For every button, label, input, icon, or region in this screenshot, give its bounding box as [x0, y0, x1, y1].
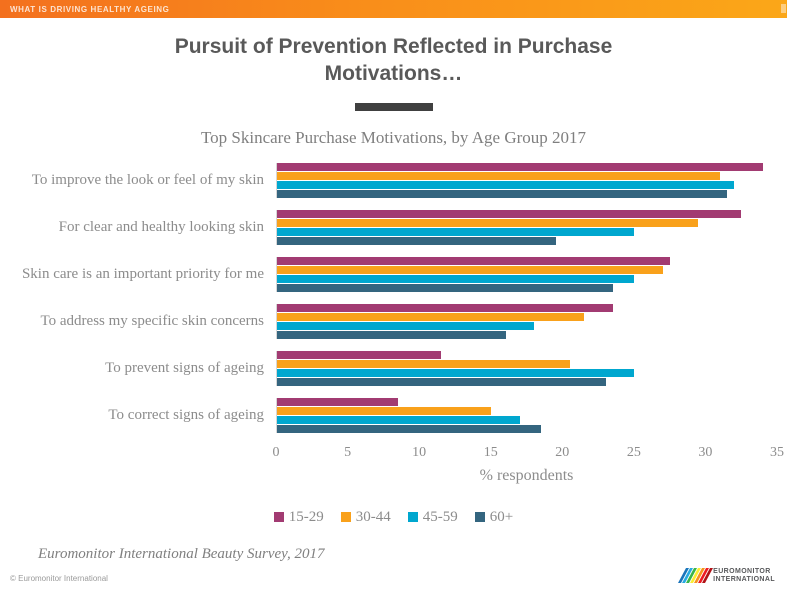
category-label: To address my specific skin concerns [40, 313, 264, 329]
bar-30-44 [277, 171, 720, 180]
bar-30-44 [277, 312, 585, 321]
chart-legend: 15-29 30-44 45-59 60+ [0, 509, 787, 526]
x-axis-tick: 20 [555, 444, 570, 460]
legend-swatch [273, 512, 284, 523]
chart-row: To prevent signs of ageing [0, 350, 787, 386]
x-axis-tick: 5 [344, 444, 352, 460]
x-axis-tick: 30 [698, 444, 713, 460]
x-axis-tick: 35 [770, 444, 784, 460]
category-label: To improve the look or feel of my skin [31, 172, 264, 188]
logo-line1: EUROMONITOR [713, 567, 771, 575]
bar-15-29 [277, 397, 399, 406]
euromonitor-logo-text: EUROMONITOR INTERNATIONAL [713, 568, 775, 584]
category-label: Skin care is an important priority for m… [21, 266, 264, 282]
page-number-cutoff [781, 4, 786, 13]
bar-45-59 [277, 415, 520, 424]
x-axis-tick: 25 [626, 444, 641, 460]
legend-item: 60+ [474, 508, 514, 526]
bar-60+ [277, 189, 727, 198]
grouped-bar-chart: To improve the look or feel of my skin Fo… [0, 162, 787, 526]
source-note: Euromonitor International Beauty Survey,… [38, 545, 325, 562]
category-label: To prevent signs of ageing [105, 360, 264, 376]
bar-30-44 [277, 406, 492, 415]
x-axis-tick: 0 [272, 444, 280, 460]
bar-30-44 [277, 265, 663, 274]
slide-header-bar: WHAT IS DRIVING HEALTHY AGEING [0, 0, 787, 18]
chart-row: To address my specific skin concerns [0, 303, 787, 339]
bar-group [276, 162, 777, 198]
legend-item: 15-29 [273, 508, 324, 526]
bar-15-29 [277, 350, 442, 359]
x-axis: 0 5 10 15 20 25 30 35 [272, 444, 785, 463]
category-label: To correct signs of ageing [108, 407, 264, 423]
bar-60+ [277, 377, 606, 386]
bar-60+ [277, 424, 542, 433]
bar-30-44 [277, 359, 570, 368]
x-axis-tick: 15 [483, 444, 498, 460]
category-label: For clear and healthy looking skin [58, 219, 264, 235]
chart-row: Skin care is an important priority for m… [0, 256, 787, 292]
bar-60+ [277, 330, 506, 339]
x-axis-label: % respondents [479, 466, 574, 484]
chart-row: For clear and healthy looking skin [0, 209, 787, 245]
legend-label: 30-44 [355, 508, 391, 525]
bar-45-59 [277, 368, 635, 377]
chart-title: Top Skincare Purchase Motivations, by Ag… [200, 127, 587, 147]
bar-30-44 [277, 218, 699, 227]
bar-15-29 [277, 256, 670, 265]
legend-swatch [407, 512, 418, 523]
legend-swatch [340, 512, 351, 523]
slide-header-title: WHAT IS DRIVING HEALTHY AGEING [10, 4, 170, 14]
legend-label: 15-29 [288, 508, 324, 525]
legend-item: 30-44 [340, 508, 391, 526]
logo-line2: INTERNATIONAL [713, 575, 775, 583]
bar-15-29 [277, 303, 613, 312]
chart-plot-area: To improve the look or feel of my skin Fo… [0, 162, 787, 433]
bar-45-59 [277, 274, 635, 283]
chart-row: To correct signs of ageing [0, 397, 787, 433]
euromonitor-logo-icon [678, 568, 714, 584]
bar-45-59 [277, 321, 535, 330]
bar-group [276, 350, 777, 386]
chart-row: To improve the look or feel of my skin [0, 162, 787, 198]
bar-15-29 [277, 209, 742, 218]
bar-15-29 [277, 162, 763, 171]
legend-item: 45-59 [407, 508, 458, 526]
bar-group [276, 209, 777, 245]
legend-label: 45-59 [422, 508, 458, 525]
x-axis-tick: 10 [412, 444, 427, 460]
copyright-text: © Euromonitor International [10, 574, 108, 583]
bar-45-59 [277, 227, 635, 236]
euromonitor-logo: EUROMONITOR INTERNATIONAL [678, 568, 775, 584]
bar-group [276, 256, 777, 292]
bar-60+ [277, 236, 556, 245]
bar-group [276, 397, 777, 433]
legend-label: 60+ [489, 508, 514, 525]
bar-group [276, 303, 777, 339]
bar-60+ [277, 283, 613, 292]
slide-title: Pursuit of Prevention Reflected in Purch… [174, 35, 613, 85]
bar-45-59 [277, 180, 735, 189]
title-divider [354, 102, 433, 111]
legend-swatch [474, 512, 485, 523]
